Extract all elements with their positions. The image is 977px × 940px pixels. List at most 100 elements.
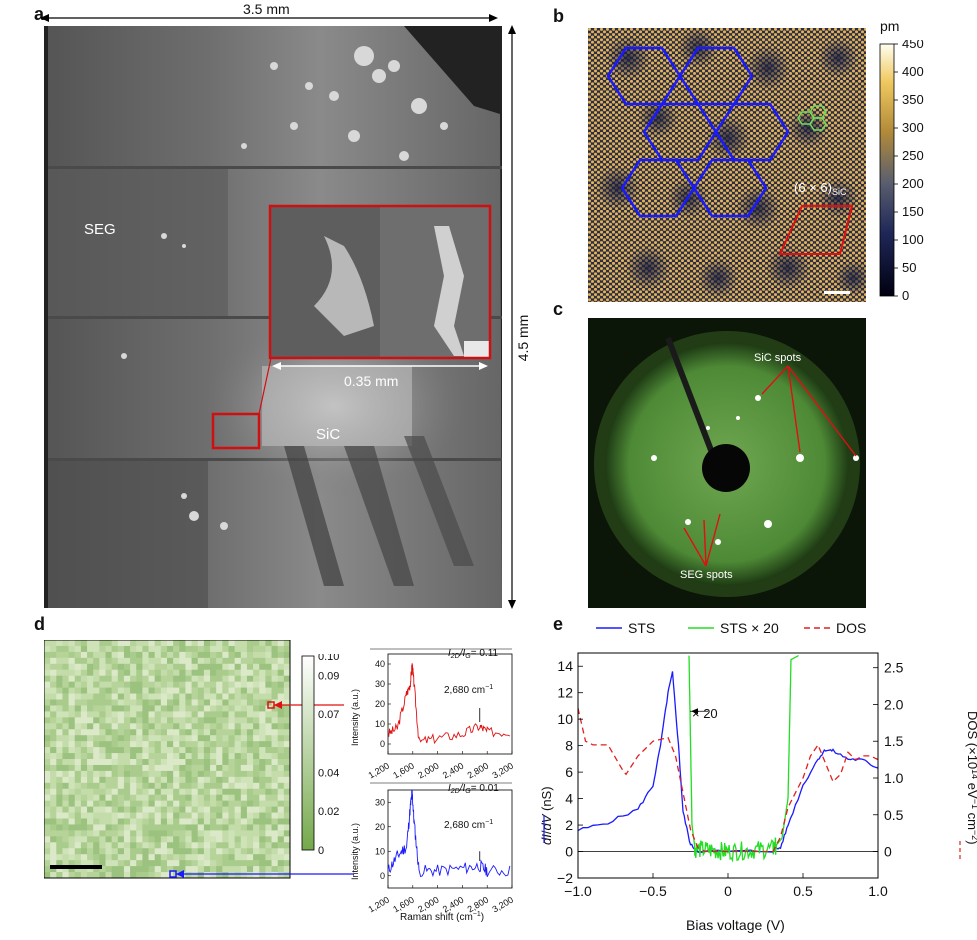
x-tick: 0.5 bbox=[793, 883, 813, 899]
top-xtick: 2,400 bbox=[441, 761, 466, 781]
top-ytick: 20 bbox=[375, 699, 385, 709]
y-axis-right-label: DOS (×1014 eV−1 cm−2) bbox=[965, 711, 977, 845]
colorbar-tick: 150 bbox=[902, 204, 924, 219]
top-ytick: 0 bbox=[380, 739, 385, 749]
panel-label-e: e bbox=[553, 614, 564, 634]
y-left-tick: 10 bbox=[557, 711, 573, 727]
inset-scale-label: 0.35 mm bbox=[344, 373, 398, 389]
y-axis-left-label: dI/dV (nS) bbox=[539, 786, 554, 845]
bottom-ytick: 30 bbox=[375, 797, 385, 807]
top-spectrum-line bbox=[387, 663, 511, 745]
stm-scale-bar bbox=[824, 291, 850, 294]
raman-xlabel: Raman shift (cm−1) bbox=[400, 911, 484, 923]
y-right-tick: 1.0 bbox=[884, 770, 904, 786]
height-label: 4.5 mm bbox=[515, 308, 531, 368]
y-right-tick: 2.0 bbox=[884, 696, 904, 712]
x-tick: −0.5 bbox=[639, 883, 667, 899]
x20-annotation: × 20 bbox=[692, 706, 718, 721]
x-tick: 1.0 bbox=[868, 883, 888, 899]
graphene-lattice-marker bbox=[797, 105, 827, 131]
legend-sts-x20: STS × 20 bbox=[720, 620, 779, 636]
y-left-tick: 12 bbox=[557, 685, 573, 701]
panel-label-c: c bbox=[553, 299, 564, 319]
y-right-tick: 1.5 bbox=[884, 733, 904, 749]
top-xtick: 3,200 bbox=[490, 761, 515, 781]
panel-label-d: d bbox=[34, 614, 45, 634]
bottom-ytick: 10 bbox=[375, 846, 385, 856]
colorbar-tick: 400 bbox=[902, 64, 924, 79]
zoom-source-box bbox=[211, 412, 261, 450]
colorbar-tick: 300 bbox=[902, 120, 924, 135]
bottom-spectrum-line bbox=[387, 789, 511, 878]
raman-colorbar-tick: 0.09 bbox=[318, 670, 339, 682]
sic-spots-arrows bbox=[761, 365, 857, 457]
x-tick: −1.0 bbox=[564, 883, 592, 899]
raman-colorbar-tick: 0.07 bbox=[318, 709, 339, 721]
y-right-tick: 2.5 bbox=[884, 660, 904, 676]
leed-image: SiC spots SEG spots bbox=[588, 318, 866, 608]
top-ytick: 40 bbox=[375, 659, 385, 669]
bottom-spectrum: I2D/IG= 0.01 2,680 cm−1 bbox=[370, 782, 512, 831]
seg-spots-label: SEG spots bbox=[680, 569, 733, 581]
x-tick: 0 bbox=[724, 883, 732, 899]
stm-colorbar: 450 400 350 300 250 200 150 100 50 0 bbox=[879, 40, 924, 302]
y-left-tick: −2 bbox=[557, 870, 573, 886]
seg-spots-arrows bbox=[683, 513, 721, 567]
top-xtick: 1,600 bbox=[391, 761, 416, 781]
sem-image: SEG SiC 0.35 mm bbox=[44, 26, 502, 608]
y-left-tick: 14 bbox=[557, 658, 573, 674]
unit-cell-label: (6 × 6)SiC bbox=[794, 180, 847, 197]
raman-map-overlay bbox=[44, 640, 354, 879]
y-left-tick: 8 bbox=[565, 738, 573, 754]
bottom-xtick: 3,200 bbox=[490, 895, 515, 915]
y-right-tick: 0 bbox=[884, 844, 892, 860]
bottom-peak-label: 2,680 cm−1 bbox=[444, 819, 493, 831]
map-scale-bar bbox=[50, 865, 102, 869]
y-left-tick: 4 bbox=[565, 791, 573, 807]
colorbar-tick: 200 bbox=[902, 176, 924, 191]
top-xtick: 1,200 bbox=[366, 761, 391, 781]
colorbar-tick: 250 bbox=[902, 148, 924, 163]
x-axis-label: Bias voltage (V) bbox=[686, 917, 785, 933]
raman-ratio-map bbox=[44, 640, 290, 878]
legend-dos: DOS bbox=[836, 620, 866, 636]
width-arrow bbox=[40, 14, 498, 22]
bottom-ylabel: Intensity (a.u.) bbox=[350, 823, 360, 880]
y-left-tick: 0 bbox=[565, 844, 573, 860]
raman-colorbar-tick: 0 bbox=[318, 845, 324, 854]
diffraction-spots bbox=[651, 395, 859, 545]
panel-label-a: a bbox=[34, 4, 45, 24]
colorbar-tick: 450 bbox=[902, 40, 924, 51]
raman-colorbar-tick: 0.10 bbox=[318, 654, 339, 663]
series-line-2 bbox=[578, 707, 878, 853]
legend-sts: STS bbox=[628, 620, 655, 636]
bottom-ratio-label: I2D/IG= 0.01 bbox=[448, 783, 499, 795]
stm-image: (6 × 6)SiC bbox=[588, 28, 866, 302]
colorbar-tick: 50 bbox=[902, 260, 916, 275]
top-peak-label: 2,680 cm−1 bbox=[444, 684, 493, 696]
superstructure-hexagons bbox=[606, 46, 790, 218]
top-ytick: 10 bbox=[375, 719, 385, 729]
raman-colorbar-tick: 0.04 bbox=[318, 767, 339, 779]
y-left-tick: 2 bbox=[565, 817, 573, 833]
y-left-tick: 6 bbox=[565, 764, 573, 780]
sic-region-label: SiC bbox=[316, 426, 340, 443]
colorbar-tick: 350 bbox=[902, 92, 924, 107]
sic-spots-label: SiC spots bbox=[754, 352, 802, 364]
colorbar-tick: 0 bbox=[902, 288, 909, 302]
top-ytick: 30 bbox=[375, 679, 385, 689]
colorbar-unit: pm bbox=[880, 18, 900, 34]
sts-chart: STS STS × 20 DOS × 20 Bias voltage (V) d… bbox=[539, 620, 977, 933]
zoom-inset bbox=[268, 204, 492, 360]
width-label: 3.5 mm bbox=[240, 1, 293, 17]
top-xtick: 2,800 bbox=[466, 761, 491, 781]
bottom-ytick: 0 bbox=[380, 871, 385, 881]
colorbar-tick: 100 bbox=[902, 232, 924, 247]
series-line-0 bbox=[578, 671, 878, 853]
y-right-tick: 0.5 bbox=[884, 807, 904, 823]
raman-colorbar: 0.10 0.09 0.07 0.04 0.02 0 bbox=[301, 654, 339, 854]
height-arrow bbox=[508, 25, 516, 609]
seg-region-label: SEG bbox=[84, 221, 116, 238]
bottom-ytick: 20 bbox=[375, 822, 385, 832]
top-ratio-label: I2D/IG= 0.11 bbox=[448, 648, 499, 660]
